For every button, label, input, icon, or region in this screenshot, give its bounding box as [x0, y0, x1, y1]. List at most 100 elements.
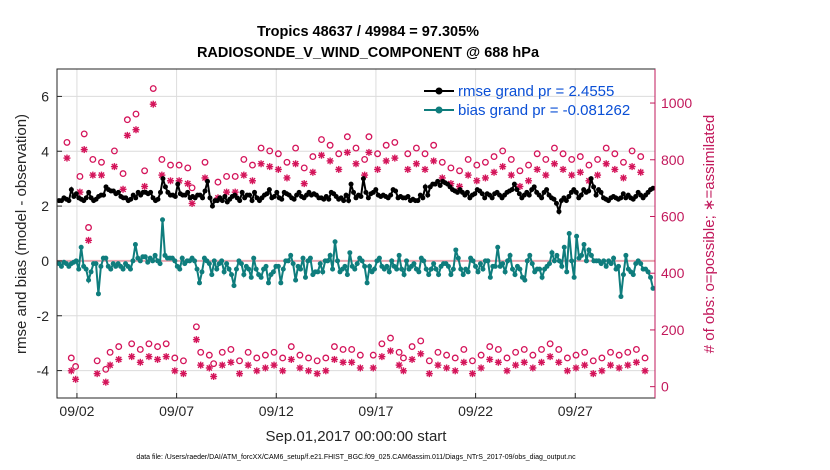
obs-assimilated-marker: [317, 151, 325, 159]
bias-point: [546, 261, 552, 267]
obs-assimilated-stroke: [374, 166, 381, 173]
obs-assimilated-marker: [210, 372, 218, 380]
obs-assimilated-stroke: [490, 169, 498, 176]
bias-point: [426, 272, 432, 278]
bias-point: [620, 272, 626, 278]
obs-assimilated-marker: [602, 160, 610, 168]
rmse-point: [326, 196, 332, 202]
bias-point: [505, 258, 511, 264]
bias-point: [588, 252, 594, 258]
obs-assimilated-marker: [624, 361, 632, 369]
rmse-point: [591, 184, 597, 190]
obs-possible-marker: [167, 161, 174, 169]
obs-assimilated-stroke: [219, 362, 226, 369]
bias-point: [502, 269, 508, 275]
bias-point: [367, 263, 373, 269]
obs-assimilated-marker: [80, 146, 88, 154]
bias-point: [224, 261, 230, 267]
bias-point: [436, 272, 442, 278]
obs-possible-marker: [214, 178, 222, 186]
rmse-point: [68, 187, 74, 193]
rmse-point: [573, 189, 579, 195]
bias-point: [58, 263, 64, 269]
rmse-point: [160, 176, 166, 182]
obs-assimilated-marker: [89, 171, 97, 179]
bias-point: [196, 280, 202, 286]
bias-point: [73, 258, 79, 264]
bias-point: [648, 274, 654, 280]
obs-assimilated-marker: [395, 361, 403, 369]
obs-possible-marker: [529, 351, 537, 359]
obs-assimilated-marker: [430, 157, 438, 165]
rmse-point: [373, 187, 379, 193]
bias-point: [569, 258, 575, 264]
obs-assimilated-stroke: [538, 359, 545, 366]
obs-possible-marker: [132, 110, 140, 118]
obs-assimilated-marker: [261, 364, 269, 372]
obs-assimilated-marker: [305, 367, 313, 375]
bias-point: [428, 266, 434, 272]
bias-point: [465, 269, 471, 275]
obs-assimilated-stroke: [145, 353, 153, 360]
obs-possible-marker: [231, 172, 239, 180]
obs-assimilated-stroke: [529, 364, 536, 372]
obs-possible-marker: [110, 147, 118, 155]
obs-assimilated-stroke: [508, 172, 515, 179]
obs-possible-marker: [158, 155, 166, 163]
obs-assimilated-stroke: [163, 353, 170, 360]
obs-assimilated-marker: [550, 160, 558, 168]
obs-assimilated-marker: [110, 163, 118, 171]
rmse-point: [341, 198, 347, 204]
obs-possible-marker: [85, 224, 92, 231]
y-left-tick-label: 2: [41, 198, 49, 214]
obs-assimilated-stroke: [572, 364, 580, 372]
bias-point: [611, 255, 617, 261]
obs-assimilated-stroke: [534, 166, 541, 173]
rmse-point: [264, 191, 270, 197]
obs-assimilated-stroke: [620, 174, 627, 182]
obs-possible-marker: [538, 346, 545, 353]
obs-possible-marker: [559, 150, 567, 158]
obs-assimilated-marker: [607, 361, 615, 369]
obs-assimilated-marker: [158, 171, 166, 179]
bias-point: [209, 272, 215, 278]
obs-possible-marker: [236, 357, 243, 365]
obs-assimilated-marker: [382, 157, 390, 165]
bias-point: [137, 258, 143, 264]
obs-assimilated-stroke: [335, 166, 342, 173]
rmse-point: [348, 181, 354, 187]
obs-assimilated-marker: [632, 358, 640, 366]
chart-title-line2: RADIOSONDE_V_WIND_COMPONENT @ 688 hPa: [197, 45, 540, 61]
obs-assimilated-stroke: [137, 359, 144, 366]
obs-assimilated-stroke: [188, 200, 196, 207]
obs-possible-marker: [469, 357, 476, 365]
bias-point: [458, 266, 464, 272]
bias-point: [492, 263, 498, 269]
obs-assimilated-stroke: [158, 172, 165, 179]
obs-possible-marker: [98, 158, 105, 166]
obs-possible-marker: [550, 144, 558, 152]
legend: rmse grand pr = 2.4555 bias grand pr = -…: [424, 83, 630, 119]
bias-point: [477, 261, 483, 267]
obs-assimilated-marker: [481, 174, 489, 182]
obs-assimilated-stroke: [322, 367, 329, 374]
bias-point: [630, 272, 636, 278]
obs-possible-marker: [249, 161, 256, 169]
bias-point: [470, 258, 476, 264]
obs-assimilated-marker: [503, 367, 511, 375]
obs-possible-marker: [201, 158, 209, 166]
bias-point: [352, 266, 358, 272]
obs-possible-marker: [210, 360, 218, 368]
obs-assimilated-stroke: [378, 353, 385, 360]
rmse-point: [162, 184, 168, 190]
rmse-point: [157, 189, 163, 195]
y-right-tick-label: 200: [661, 322, 685, 338]
obs-possible-marker: [296, 351, 304, 359]
obs-possible-marker: [520, 346, 528, 353]
bias-point: [603, 263, 609, 269]
obs-assimilated-marker: [240, 171, 248, 179]
obs-possible-marker: [374, 150, 382, 158]
bias-point: [241, 272, 247, 278]
obs-assimilated-marker: [365, 148, 373, 156]
obs-possible-marker: [369, 351, 377, 359]
